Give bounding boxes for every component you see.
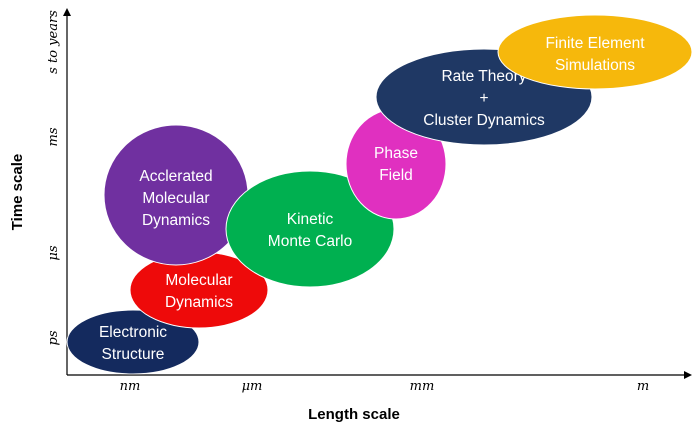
- method-electronic-structure: Electronic Structure: [66, 309, 200, 375]
- method-label-line: Rate Theory: [441, 68, 526, 85]
- method-label-line: Kinetic: [287, 211, 334, 228]
- method-label-line: Cluster Dynamics: [423, 112, 545, 129]
- method-label-line: Dynamics: [142, 212, 210, 229]
- y-axis-title: Time scale: [9, 154, 26, 230]
- method-label-line: Finite Element: [545, 35, 645, 52]
- method-molecular-dynamics: Molecular Dynamics: [129, 251, 269, 329]
- x-tick-label: μm: [242, 379, 263, 394]
- method-label-line: Electronic: [99, 324, 167, 341]
- method-label-line: Dynamics: [165, 294, 233, 311]
- y-tick-label: ms: [46, 127, 61, 146]
- method-finite-element: Finite Element Simulations: [497, 14, 693, 90]
- y-tick-label: μs: [46, 245, 61, 260]
- method-label-line: Molecular: [142, 190, 209, 207]
- ellipse-finite-element: [497, 14, 693, 90]
- x-axis-title: Length scale: [308, 406, 400, 423]
- ellipse-kinetic-monte-carlo: [225, 170, 395, 288]
- x-tick-label: mm: [410, 379, 435, 394]
- method-label-line: Field: [379, 167, 413, 184]
- method-label-line: Structure: [102, 346, 165, 363]
- y-tick-label: ps: [46, 330, 61, 345]
- x-tick-label: m: [637, 379, 649, 394]
- ellipse-electronic-structure: [66, 309, 200, 375]
- method-label-line: Simulations: [555, 57, 635, 74]
- method-kinetic-monte-carlo: Kinetic Monte Carlo: [225, 170, 395, 288]
- method-label-line: Monte Carlo: [268, 233, 352, 250]
- method-label-line: Molecular: [165, 272, 232, 289]
- method-label-line: Phase: [374, 145, 418, 162]
- y-tick-label: s to years: [46, 10, 61, 74]
- method-accelerated-molecular-dynamics: Acclerated Molecular Dynamics: [103, 124, 249, 266]
- x-tick-label: nm: [120, 379, 141, 394]
- method-label-line: +: [479, 90, 488, 107]
- method-label-line: Acclerated: [139, 168, 212, 185]
